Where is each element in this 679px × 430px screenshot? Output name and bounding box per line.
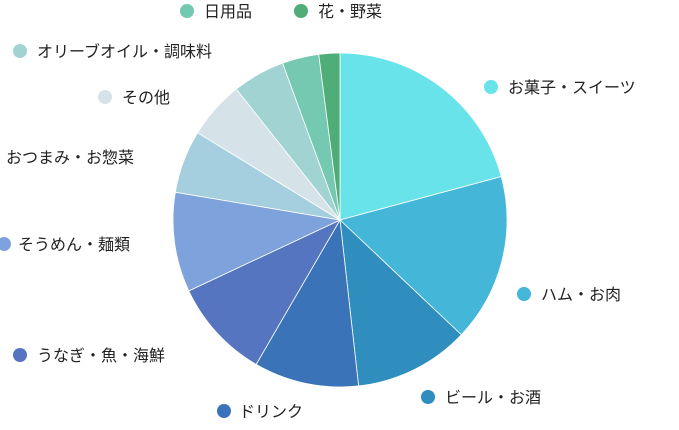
pie-slice-1[interactable] xyxy=(339,52,502,221)
legend-marker-8 xyxy=(98,90,112,104)
legend-label-5: うなぎ・魚・海鮮 xyxy=(37,346,165,365)
legend-label-6: そうめん・麺類 xyxy=(18,235,130,254)
legend-marker-2 xyxy=(517,287,531,301)
pie-slice-4[interactable] xyxy=(255,218,360,388)
legend-label-7: おつまみ・お惣菜 xyxy=(6,148,134,167)
legend-marker-11 xyxy=(294,4,308,18)
legend-marker-10 xyxy=(180,4,194,18)
legend-marker-1 xyxy=(484,80,498,94)
pie-slices xyxy=(172,52,508,388)
legend-label-8: その他 xyxy=(122,88,170,107)
legend-label-10: 日用品 xyxy=(204,2,252,21)
legend-label-9: オリーブオイル・調味料 xyxy=(37,42,212,61)
pie-slice-5[interactable] xyxy=(188,219,341,365)
pie-slice-11[interactable] xyxy=(318,52,341,221)
pie-slice-6[interactable] xyxy=(172,191,342,292)
legend-label-4: ドリンク xyxy=(239,402,303,421)
legend-marker-6 xyxy=(0,237,11,251)
legend-label-11: 花・野菜 xyxy=(318,2,382,21)
legend-marker-3 xyxy=(421,390,435,404)
legend-label-1: お菓子・スイーツ xyxy=(508,78,636,97)
legend-label-3: ビール・お酒 xyxy=(445,388,541,407)
pie-slice-2[interactable] xyxy=(339,176,508,336)
legend-marker-9 xyxy=(13,44,27,58)
legend-marker-4 xyxy=(217,404,231,418)
legend-marker-5 xyxy=(13,348,27,362)
pie-slice-3[interactable] xyxy=(339,218,462,387)
legend-label-2: ハム・お肉 xyxy=(541,285,621,304)
